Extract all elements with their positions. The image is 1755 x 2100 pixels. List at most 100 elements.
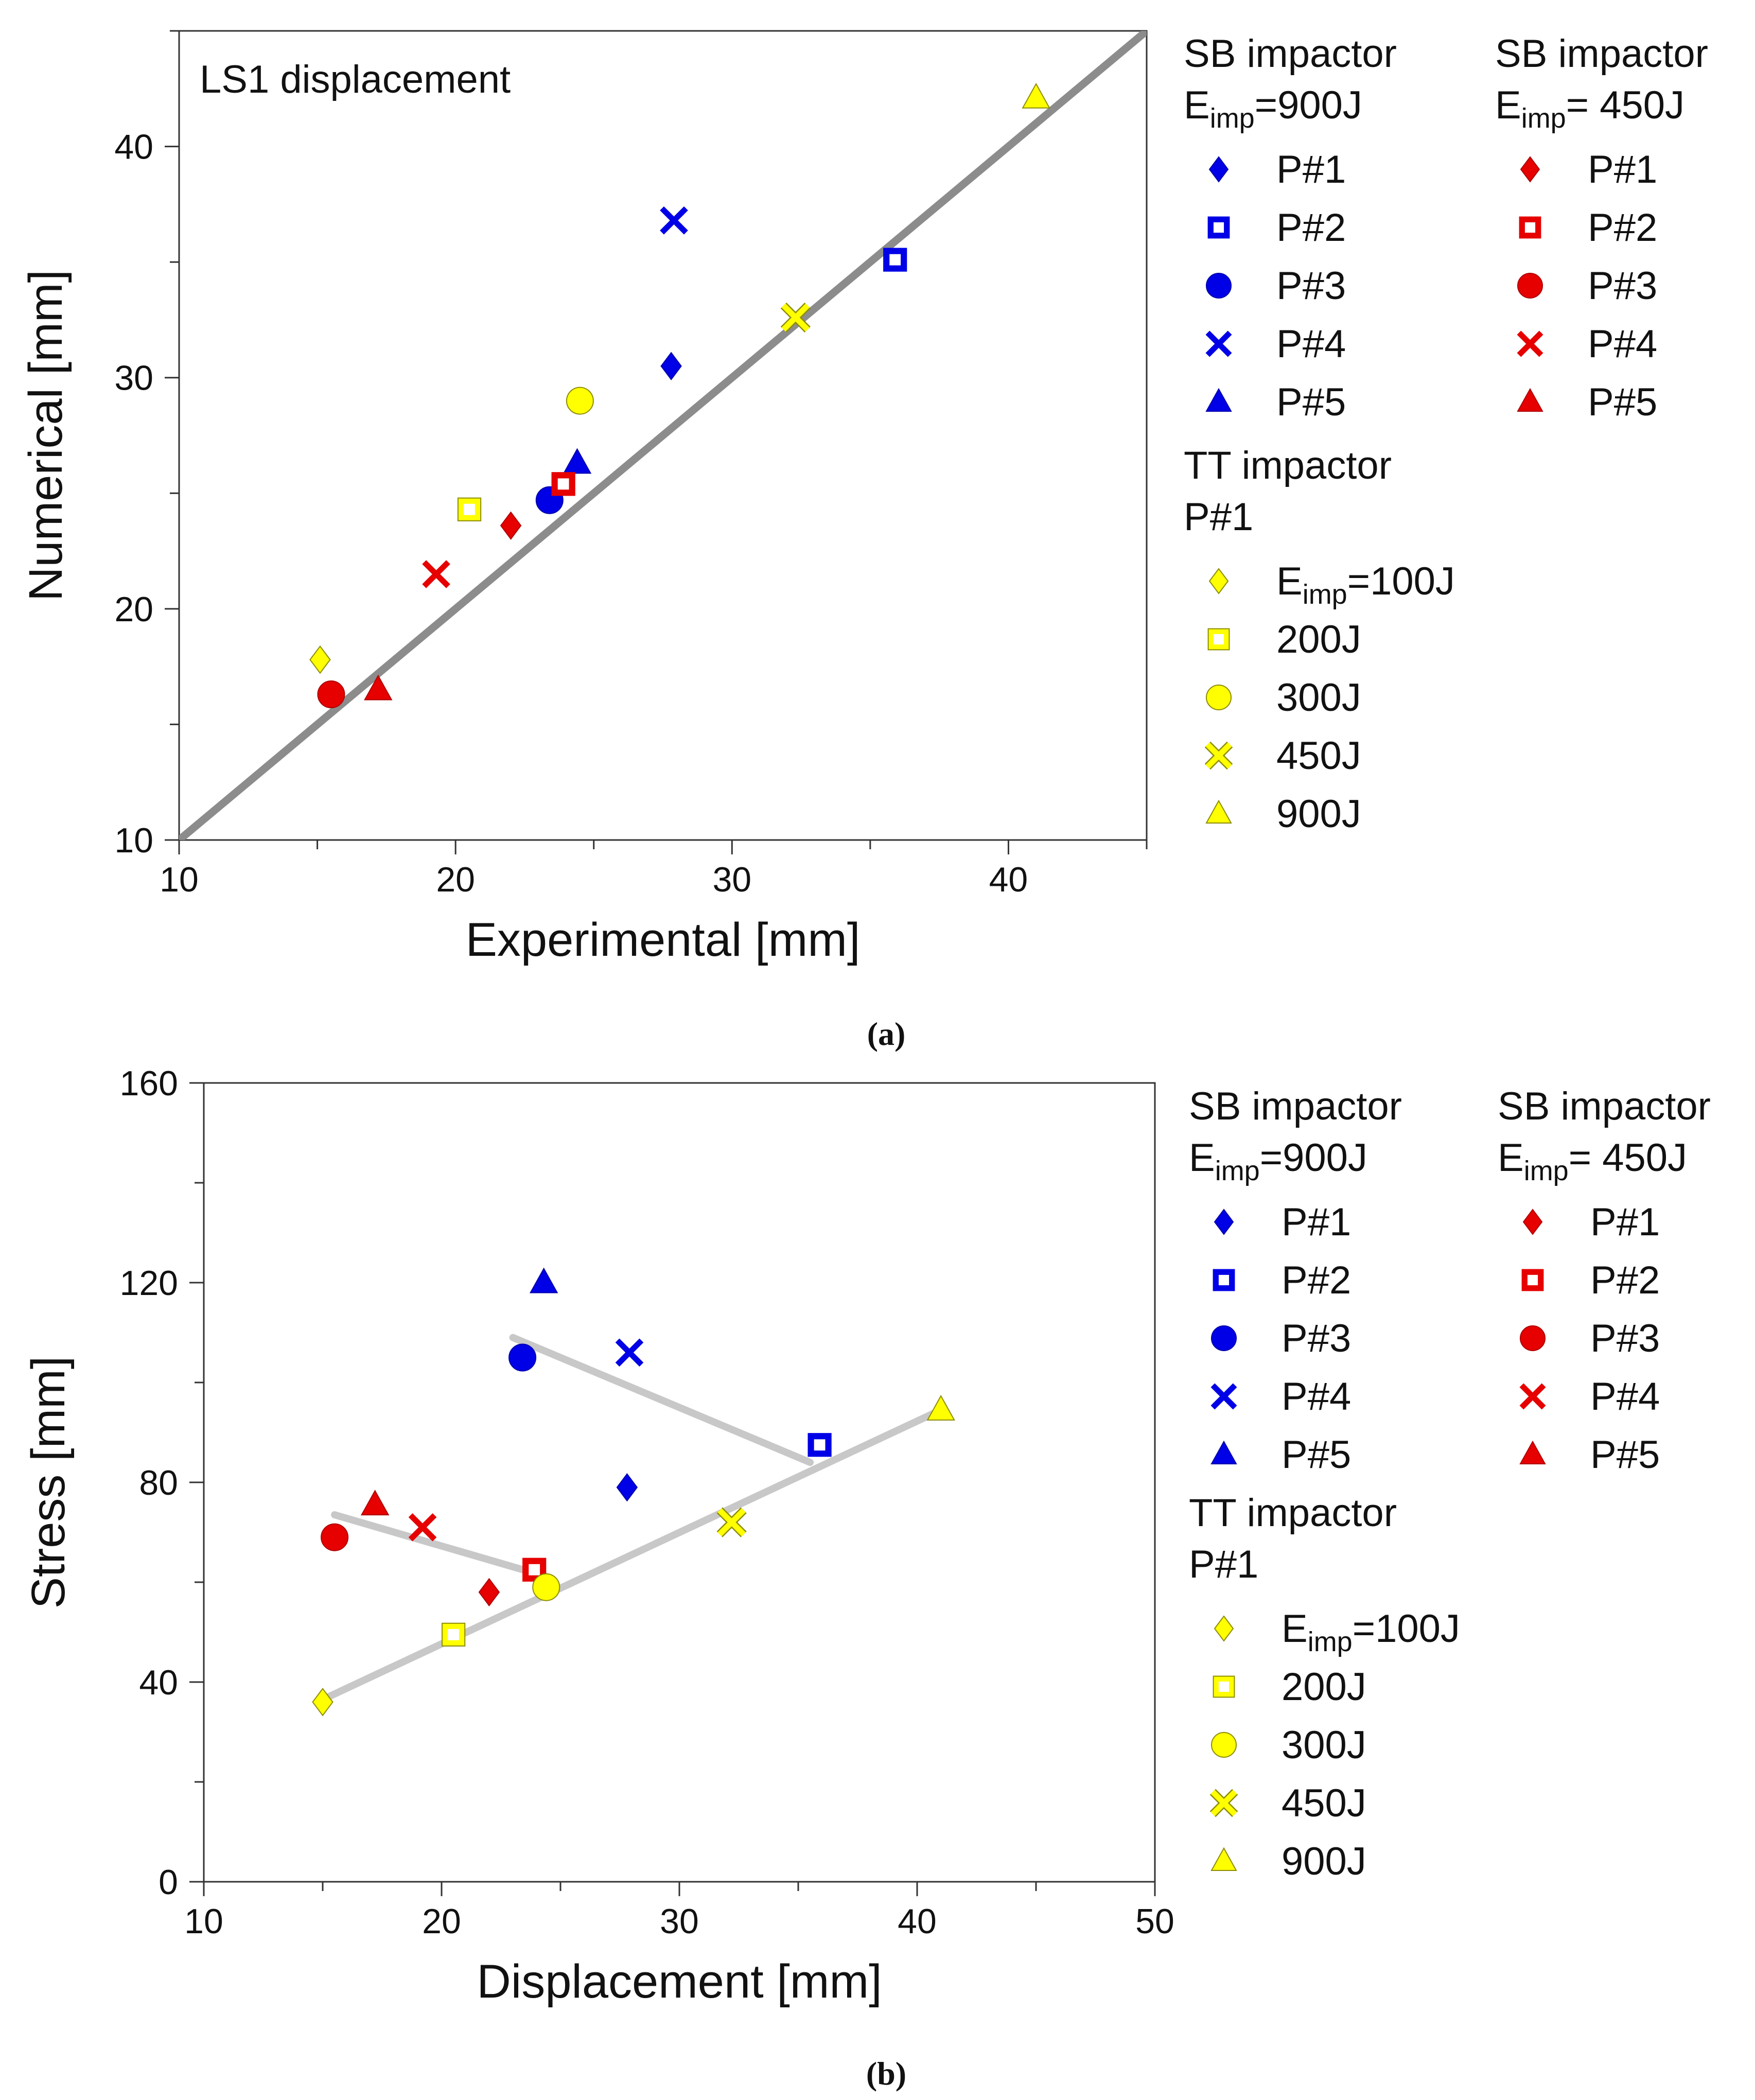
y-tick-label: 40 xyxy=(114,128,153,167)
legend-marker xyxy=(1517,330,1543,357)
legend-marker xyxy=(1522,1209,1543,1235)
legend-label: 450J xyxy=(1276,734,1361,778)
data-point-sb-900j-p-1 xyxy=(660,352,682,380)
legend-marker xyxy=(1517,388,1543,412)
legend-label: 450J xyxy=(1282,1781,1366,1825)
legend-marker xyxy=(1519,216,1541,239)
legend-label: P#4 xyxy=(1588,322,1657,366)
x-tick-label: 10 xyxy=(184,1902,223,1941)
x-axis-label: Experimental [mm] xyxy=(466,914,861,966)
data-point-tt-300j xyxy=(566,387,594,415)
trend-line-2 xyxy=(331,1511,552,1581)
y-tick-label: 30 xyxy=(114,359,153,398)
legend-title: TT impactor xyxy=(1189,1491,1397,1535)
legend-title: SB impactor xyxy=(1498,1084,1711,1128)
data-point-sb-450j-p-2 xyxy=(551,472,575,496)
chart-panel-b: 10 20 30 40 50 0 40 80 120 160 Displacement [mm] St… xyxy=(22,1064,1711,2092)
legend-label: Eimp=100J xyxy=(1276,559,1455,610)
x-tick-label: 20 xyxy=(422,1902,461,1941)
panel-caption: (b) xyxy=(866,2055,906,2092)
legend-group-2: SB impactor Eimp= 450J P#1 P#2 P#3 P#4 P#5 xyxy=(1495,32,1708,424)
legend-marker xyxy=(1519,1383,1546,1410)
legend-marker xyxy=(1207,216,1230,239)
legend-group-3: TT impactor P#1 Eimp=100J 200J 300J 450J 900J xyxy=(1189,1491,1460,1883)
data-point-sb-900j-p-2 xyxy=(808,1433,832,1457)
legend-subtitle: Eimp= 450J xyxy=(1495,83,1684,134)
legend-subtitle: Eimp= 450J xyxy=(1498,1136,1687,1186)
legend-label: P#1 xyxy=(1282,1200,1351,1244)
legend-marker xyxy=(1520,156,1540,183)
y-tick-label: 120 xyxy=(120,1264,178,1303)
legend-title: SB impactor xyxy=(1184,32,1397,76)
legend-title: SB impactor xyxy=(1495,32,1708,76)
legend-marker xyxy=(1214,1209,1234,1235)
legend-label: P#1 xyxy=(1276,148,1346,191)
legend-label: P#3 xyxy=(1276,264,1346,308)
y-tick-label: 80 xyxy=(139,1463,178,1502)
legend-subtitle: P#1 xyxy=(1184,495,1253,539)
data-point-sb-450j-p-5 xyxy=(360,1490,390,1516)
legend-marker xyxy=(1210,1383,1237,1410)
legend-label: P#5 xyxy=(1590,1433,1660,1477)
legend-marker xyxy=(1214,1615,1234,1642)
data-point-tt-300j xyxy=(532,1573,560,1601)
legend-group-1: SB impactor Eimp=900J P#1 P#2 P#3 P#4 P#5 xyxy=(1184,32,1397,424)
x-tick-label: 20 xyxy=(436,860,475,899)
legend-label: Eimp=100J xyxy=(1282,1607,1460,1657)
legend-label: P#5 xyxy=(1282,1433,1351,1477)
data-point-sb-450j-p-1 xyxy=(500,511,522,540)
legend-label: 300J xyxy=(1276,676,1361,720)
legend-label: P#4 xyxy=(1282,1375,1351,1419)
legend-marker xyxy=(1208,156,1229,183)
legend-marker xyxy=(1211,1325,1237,1351)
legend-label: P#4 xyxy=(1276,322,1346,366)
legend-group-3: TT impactor P#1 Eimp=100J 200J 300J 450J 900J xyxy=(1184,444,1455,836)
legend-marker xyxy=(1210,1440,1237,1464)
legend-label: P#3 xyxy=(1590,1317,1660,1360)
data-point-sb-900j-p-3 xyxy=(508,1343,537,1372)
legend-marker xyxy=(1204,741,1233,770)
data-point-sb-450j-p-5 xyxy=(364,674,393,701)
data-point-tt-100j xyxy=(309,645,331,674)
data-point-tt-450j xyxy=(716,1507,747,1537)
legend-label: 200J xyxy=(1276,618,1361,661)
legend-marker xyxy=(1520,1325,1546,1351)
x-tick-label: 10 xyxy=(160,860,199,899)
legend-label: P#2 xyxy=(1276,206,1346,250)
x-tick-label: 40 xyxy=(898,1902,937,1941)
data-point-tt-200j xyxy=(442,1622,466,1647)
data-point-tt-900j xyxy=(926,1394,955,1421)
legend-marker xyxy=(1210,1847,1237,1871)
legend-label: P#5 xyxy=(1588,380,1657,424)
reference-line xyxy=(179,31,1147,840)
y-axis-label: Numerical [mm] xyxy=(20,270,72,601)
x-tick-label: 30 xyxy=(712,860,751,899)
legend-title: SB impactor xyxy=(1189,1084,1402,1128)
data-point-sb-900j-p-2 xyxy=(883,248,907,272)
legend-label: P#4 xyxy=(1590,1375,1660,1419)
y-tick-label: 20 xyxy=(114,590,153,629)
trend-line-1 xyxy=(509,1334,814,1466)
data-point-sb-900j-p-5 xyxy=(563,448,592,474)
y-tick-label: 10 xyxy=(114,821,153,860)
legend-label: P#2 xyxy=(1590,1258,1660,1302)
legend-marker xyxy=(1208,568,1229,594)
legend-title: TT impactor xyxy=(1184,444,1392,487)
data-point-sb-450j-p-3 xyxy=(321,1523,349,1551)
legend-label: P#3 xyxy=(1282,1317,1351,1360)
data-point-sb-900j-p-4 xyxy=(615,1338,644,1367)
data-point-tt-100j xyxy=(312,1688,334,1717)
y-tick-label: 0 xyxy=(159,1863,178,1902)
legend-label: 300J xyxy=(1282,1723,1366,1767)
plot-area-frame xyxy=(178,30,1148,841)
legend-label: 200J xyxy=(1282,1665,1366,1709)
legend-marker xyxy=(1211,1732,1237,1758)
legend-label: P#5 xyxy=(1276,380,1346,424)
legend-marker xyxy=(1206,685,1232,710)
legend-subtitle: P#1 xyxy=(1189,1543,1258,1586)
legend-subtitle: Eimp=900J xyxy=(1189,1136,1367,1186)
legend-marker xyxy=(1205,388,1232,412)
plot-area-frame xyxy=(203,1082,1156,1883)
legend-subtitle: Eimp=900J xyxy=(1184,83,1362,134)
